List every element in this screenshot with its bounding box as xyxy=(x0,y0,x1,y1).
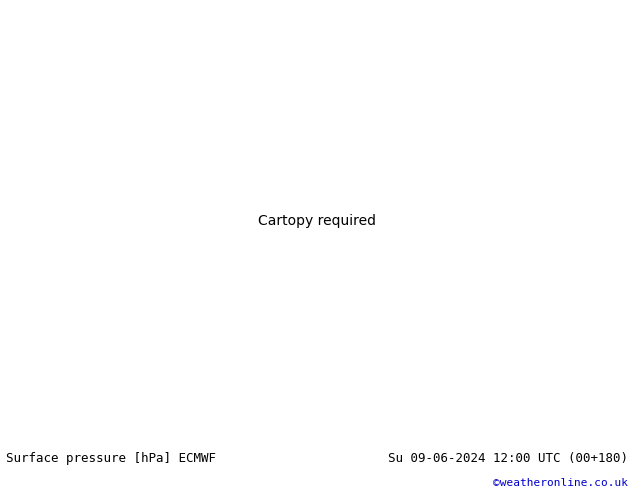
Text: Surface pressure [hPa] ECMWF: Surface pressure [hPa] ECMWF xyxy=(6,452,216,465)
Text: Cartopy required: Cartopy required xyxy=(258,214,376,227)
Text: ©weatheronline.co.uk: ©weatheronline.co.uk xyxy=(493,478,628,488)
Text: Su 09-06-2024 12:00 UTC (00+180): Su 09-06-2024 12:00 UTC (00+180) xyxy=(387,452,628,465)
